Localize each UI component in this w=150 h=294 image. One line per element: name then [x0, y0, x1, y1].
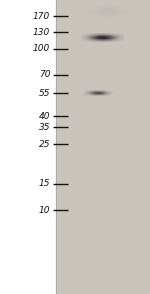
Bar	[56, 0, 150, 294]
Text: 130: 130	[33, 28, 50, 37]
Text: 170: 170	[33, 12, 50, 21]
Text: 55: 55	[39, 89, 50, 98]
Text: 15: 15	[39, 179, 50, 188]
Text: 10: 10	[39, 206, 50, 215]
Text: 25: 25	[39, 140, 50, 148]
Text: 70: 70	[39, 71, 50, 79]
Text: 40: 40	[39, 112, 50, 121]
Text: 35: 35	[39, 123, 50, 131]
Text: 100: 100	[33, 44, 50, 53]
